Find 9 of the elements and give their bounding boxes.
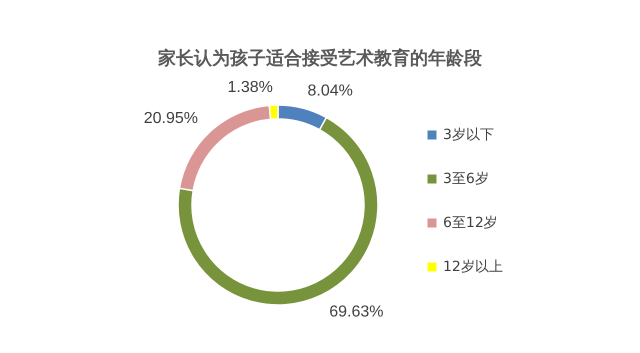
data-label: 69.63%: [329, 303, 384, 320]
legend-label: 6至12岁: [443, 215, 498, 231]
data-label: 8.04%: [307, 82, 353, 100]
legend-label: 12岁以上: [443, 259, 503, 275]
data-label: 20.95%: [144, 110, 198, 128]
data-label: 1.38%: [228, 79, 273, 96]
legend-label: 3岁以下: [443, 127, 494, 143]
chart-title: 家长认为孩子适合接受艺术教育的年龄段: [157, 47, 483, 69]
legend-label: 3至6岁: [443, 171, 489, 187]
